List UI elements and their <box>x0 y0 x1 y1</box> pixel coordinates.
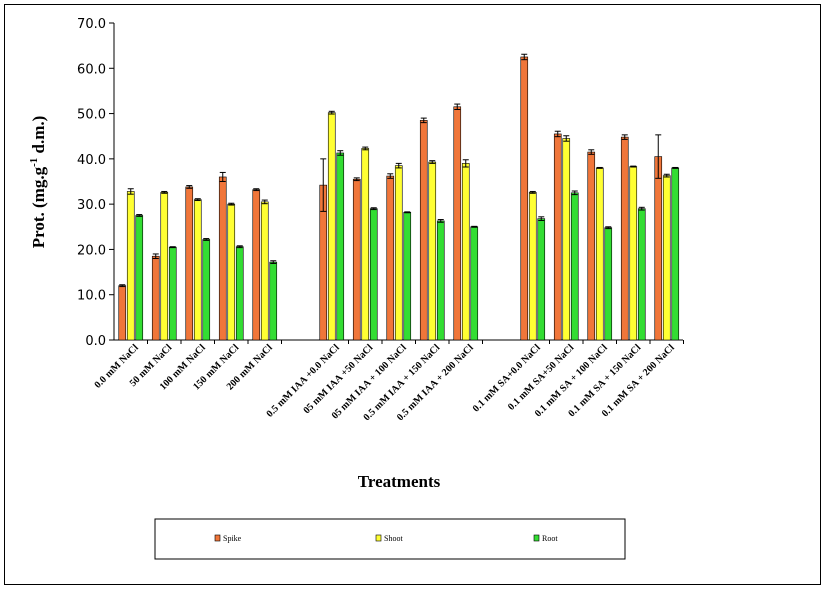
bar-spike <box>453 106 462 341</box>
bar-root <box>537 218 546 341</box>
bar-shoot <box>629 166 638 341</box>
bar-root <box>570 192 579 341</box>
bar-root <box>436 220 445 341</box>
y-tick-label: 70.0 <box>77 17 106 32</box>
bar-spike <box>520 56 529 341</box>
bar-root <box>604 227 613 341</box>
y-tick-label: 40.0 <box>77 153 106 168</box>
bar-shoot <box>562 138 571 341</box>
y-tick-label: 30.0 <box>77 198 106 213</box>
bar-spike <box>553 133 562 341</box>
x-axis-title: Treatments <box>358 472 441 491</box>
legend-swatch-spike <box>214 534 221 542</box>
bar-spike <box>151 255 160 341</box>
bar-shoot <box>327 112 336 341</box>
bar-shoot <box>193 199 202 341</box>
bar-shoot <box>428 161 437 341</box>
bar-root <box>135 215 144 341</box>
bar-shoot <box>260 201 269 341</box>
bar-shoot <box>528 192 537 341</box>
bar-spike <box>252 189 261 341</box>
bar-root <box>168 246 177 341</box>
bar-spike <box>218 176 227 341</box>
chart-frame <box>4 4 821 585</box>
y-tick-label: 10.0 <box>77 289 106 304</box>
bar-root <box>369 208 378 341</box>
bar-shoot <box>394 165 403 341</box>
bar-spike <box>419 120 428 341</box>
bar-spike <box>118 285 127 341</box>
y-tick-label: 60.0 <box>77 62 106 77</box>
legend-label-root: Root <box>542 534 558 543</box>
bar-shoot <box>461 163 470 341</box>
legend-label-spike: Spike <box>223 534 242 543</box>
bar-spike <box>185 186 194 341</box>
bar-root <box>269 261 278 341</box>
bar-root <box>235 246 244 341</box>
legend-swatch-root <box>533 534 540 542</box>
bar-spike <box>386 175 395 341</box>
legend-box <box>154 518 626 560</box>
bar-spike <box>352 178 361 341</box>
bar-shoot <box>361 148 370 341</box>
bar-root <box>403 211 412 341</box>
y-axis: 0.0 10.0 20.0 30.0 40.0 50.0 60.0 70.0 <box>77 17 683 349</box>
bar-shoot <box>595 167 604 341</box>
bar-spike <box>654 156 663 341</box>
legend: Spike Shoot Root <box>154 518 626 560</box>
y-axis-title: Prot. (mg.g-1 d.m.) <box>28 116 48 249</box>
legend-swatch-shoot <box>375 534 382 542</box>
bar-root <box>202 239 211 341</box>
legend-label-shoot: Shoot <box>384 534 403 543</box>
bar-spike <box>620 136 629 341</box>
bar-root <box>637 208 646 341</box>
y-tick-label: 50.0 <box>77 108 106 123</box>
bar-root <box>671 167 680 341</box>
bars <box>118 53 680 341</box>
bar-spike <box>587 151 596 341</box>
bar-shoot <box>227 203 236 341</box>
bar-shoot <box>160 192 169 341</box>
y-tick-label: 0.0 <box>85 334 106 349</box>
y-tick-label: 20.0 <box>77 243 106 258</box>
bar-shoot <box>126 191 135 341</box>
bar-shoot <box>662 175 671 341</box>
bar-root <box>470 226 479 341</box>
bar-root <box>336 152 345 341</box>
